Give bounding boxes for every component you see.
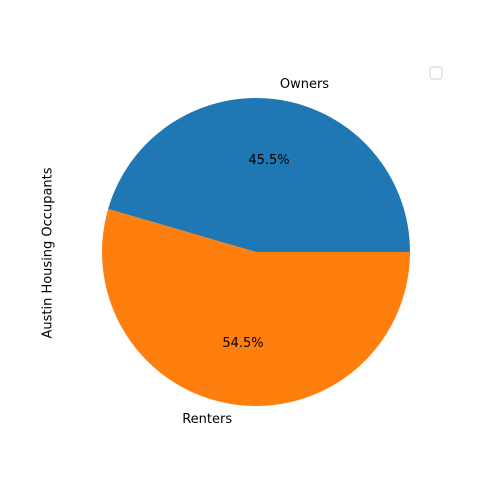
slice-label-renters: Renters [182, 412, 232, 427]
legend-box [429, 66, 443, 80]
pie-slice-renters [101, 209, 410, 407]
legend [429, 66, 443, 80]
y-axis-label: Austin Housing Occupants [41, 167, 56, 338]
pie-slices [101, 98, 410, 407]
percent-label-owners: 45.5% [248, 153, 289, 168]
slice-label-owners: Owners [280, 77, 329, 92]
pie-slice-owners [108, 98, 410, 252]
pie-labels: Owners 45.5% Renters 54.5% [182, 77, 329, 427]
percent-label-renters: 54.5% [222, 336, 263, 351]
